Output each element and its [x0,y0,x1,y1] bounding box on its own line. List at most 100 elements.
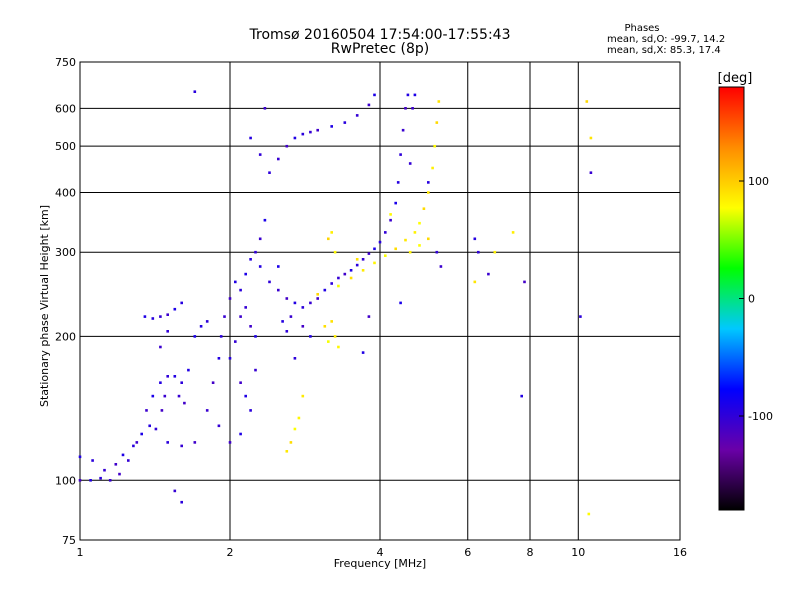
data-point [477,250,480,254]
data-point [268,171,271,174]
colorbar-tick-label: -100 [748,410,773,423]
data-point [389,218,392,222]
chart-title: Tromsø 20160504 17:54:00-17:55:43 [249,27,511,43]
data-point [293,301,297,305]
data-point [234,340,237,343]
data-point [367,252,371,255]
data-point [297,416,301,420]
data-point [285,144,289,148]
data-point [384,254,387,257]
data-point [91,459,94,462]
data-point [249,258,252,261]
x-tick-label: 2 [227,546,234,559]
data-point [323,288,327,292]
data-point [373,93,376,97]
data-point [244,272,247,276]
data-point [589,136,593,140]
data-point [389,213,392,216]
data-point [166,441,169,444]
data-point [180,500,183,504]
data-point [234,280,237,284]
series-X [285,100,593,516]
y-tick-label: 300 [55,246,76,259]
data-point [585,100,589,103]
x-tick-label: 1 [77,546,84,559]
x-tick-label: 8 [527,546,534,559]
data-point [367,103,371,107]
data-point [511,231,515,234]
data-point [367,315,371,318]
y-tick-label: 750 [55,56,76,69]
data-point [422,207,426,210]
data-point [309,301,312,305]
data-point [427,237,430,241]
data-point [193,335,197,338]
y-tick-label: 100 [55,474,76,487]
data-point [301,132,305,136]
data-point [239,381,242,384]
data-point [239,315,242,318]
data-point [427,181,430,184]
data-point [223,315,226,318]
data-point [323,325,327,328]
data-point [159,345,162,349]
data-point [135,441,139,444]
data-point [355,263,359,267]
data-point [401,128,405,132]
data-point [180,301,183,305]
data-point [263,218,267,222]
data-point [289,441,293,444]
data-point [228,357,232,360]
data-point [439,265,443,268]
y-axis-label: Stationary phase Virtual Height [km] [38,205,51,407]
data-point [408,250,412,254]
data-point [187,368,190,372]
data-point [180,444,183,448]
data-point [433,144,436,148]
data-point [418,221,421,225]
data-point [330,320,333,323]
data-point [418,244,421,247]
data-point [151,317,155,320]
data-point [309,335,312,338]
data-point [180,381,183,384]
data-point [293,136,297,140]
data-point [239,288,242,292]
data-point [373,261,376,265]
data-point [148,424,151,428]
data-point [384,231,387,234]
data-point [160,409,164,412]
colorbar-tick-label: 0 [748,293,755,306]
data-point [145,409,148,412]
data-point [285,297,289,300]
data-point [151,394,155,398]
data-point [404,238,407,242]
data-point [114,463,118,466]
colorbar: [deg] 100 0 -100 [718,71,773,511]
data-point [228,297,232,300]
data-point [277,288,280,292]
data-point [316,297,319,300]
data-point [143,315,147,318]
data-point [173,375,177,378]
y-tick-label: 75 [62,534,76,547]
data-point [108,479,112,482]
x-axis-label: Frequency [MHz] [334,557,426,570]
data-point [254,368,257,372]
data-point [309,130,312,134]
data-point [258,237,262,241]
data-point [327,237,330,241]
data-point [217,357,221,360]
data-point [173,489,177,493]
data-point [427,191,430,194]
data-point [244,306,247,309]
data-point [411,107,414,110]
data-point [413,231,417,234]
phase-info-x: mean, sd,X: 85.3, 17.4 [607,45,721,56]
data-point [277,157,280,161]
x-tick-label: 6 [464,546,471,559]
data-point [349,269,353,272]
data-point [99,476,102,480]
data-point [89,479,92,482]
data-point [78,479,82,482]
